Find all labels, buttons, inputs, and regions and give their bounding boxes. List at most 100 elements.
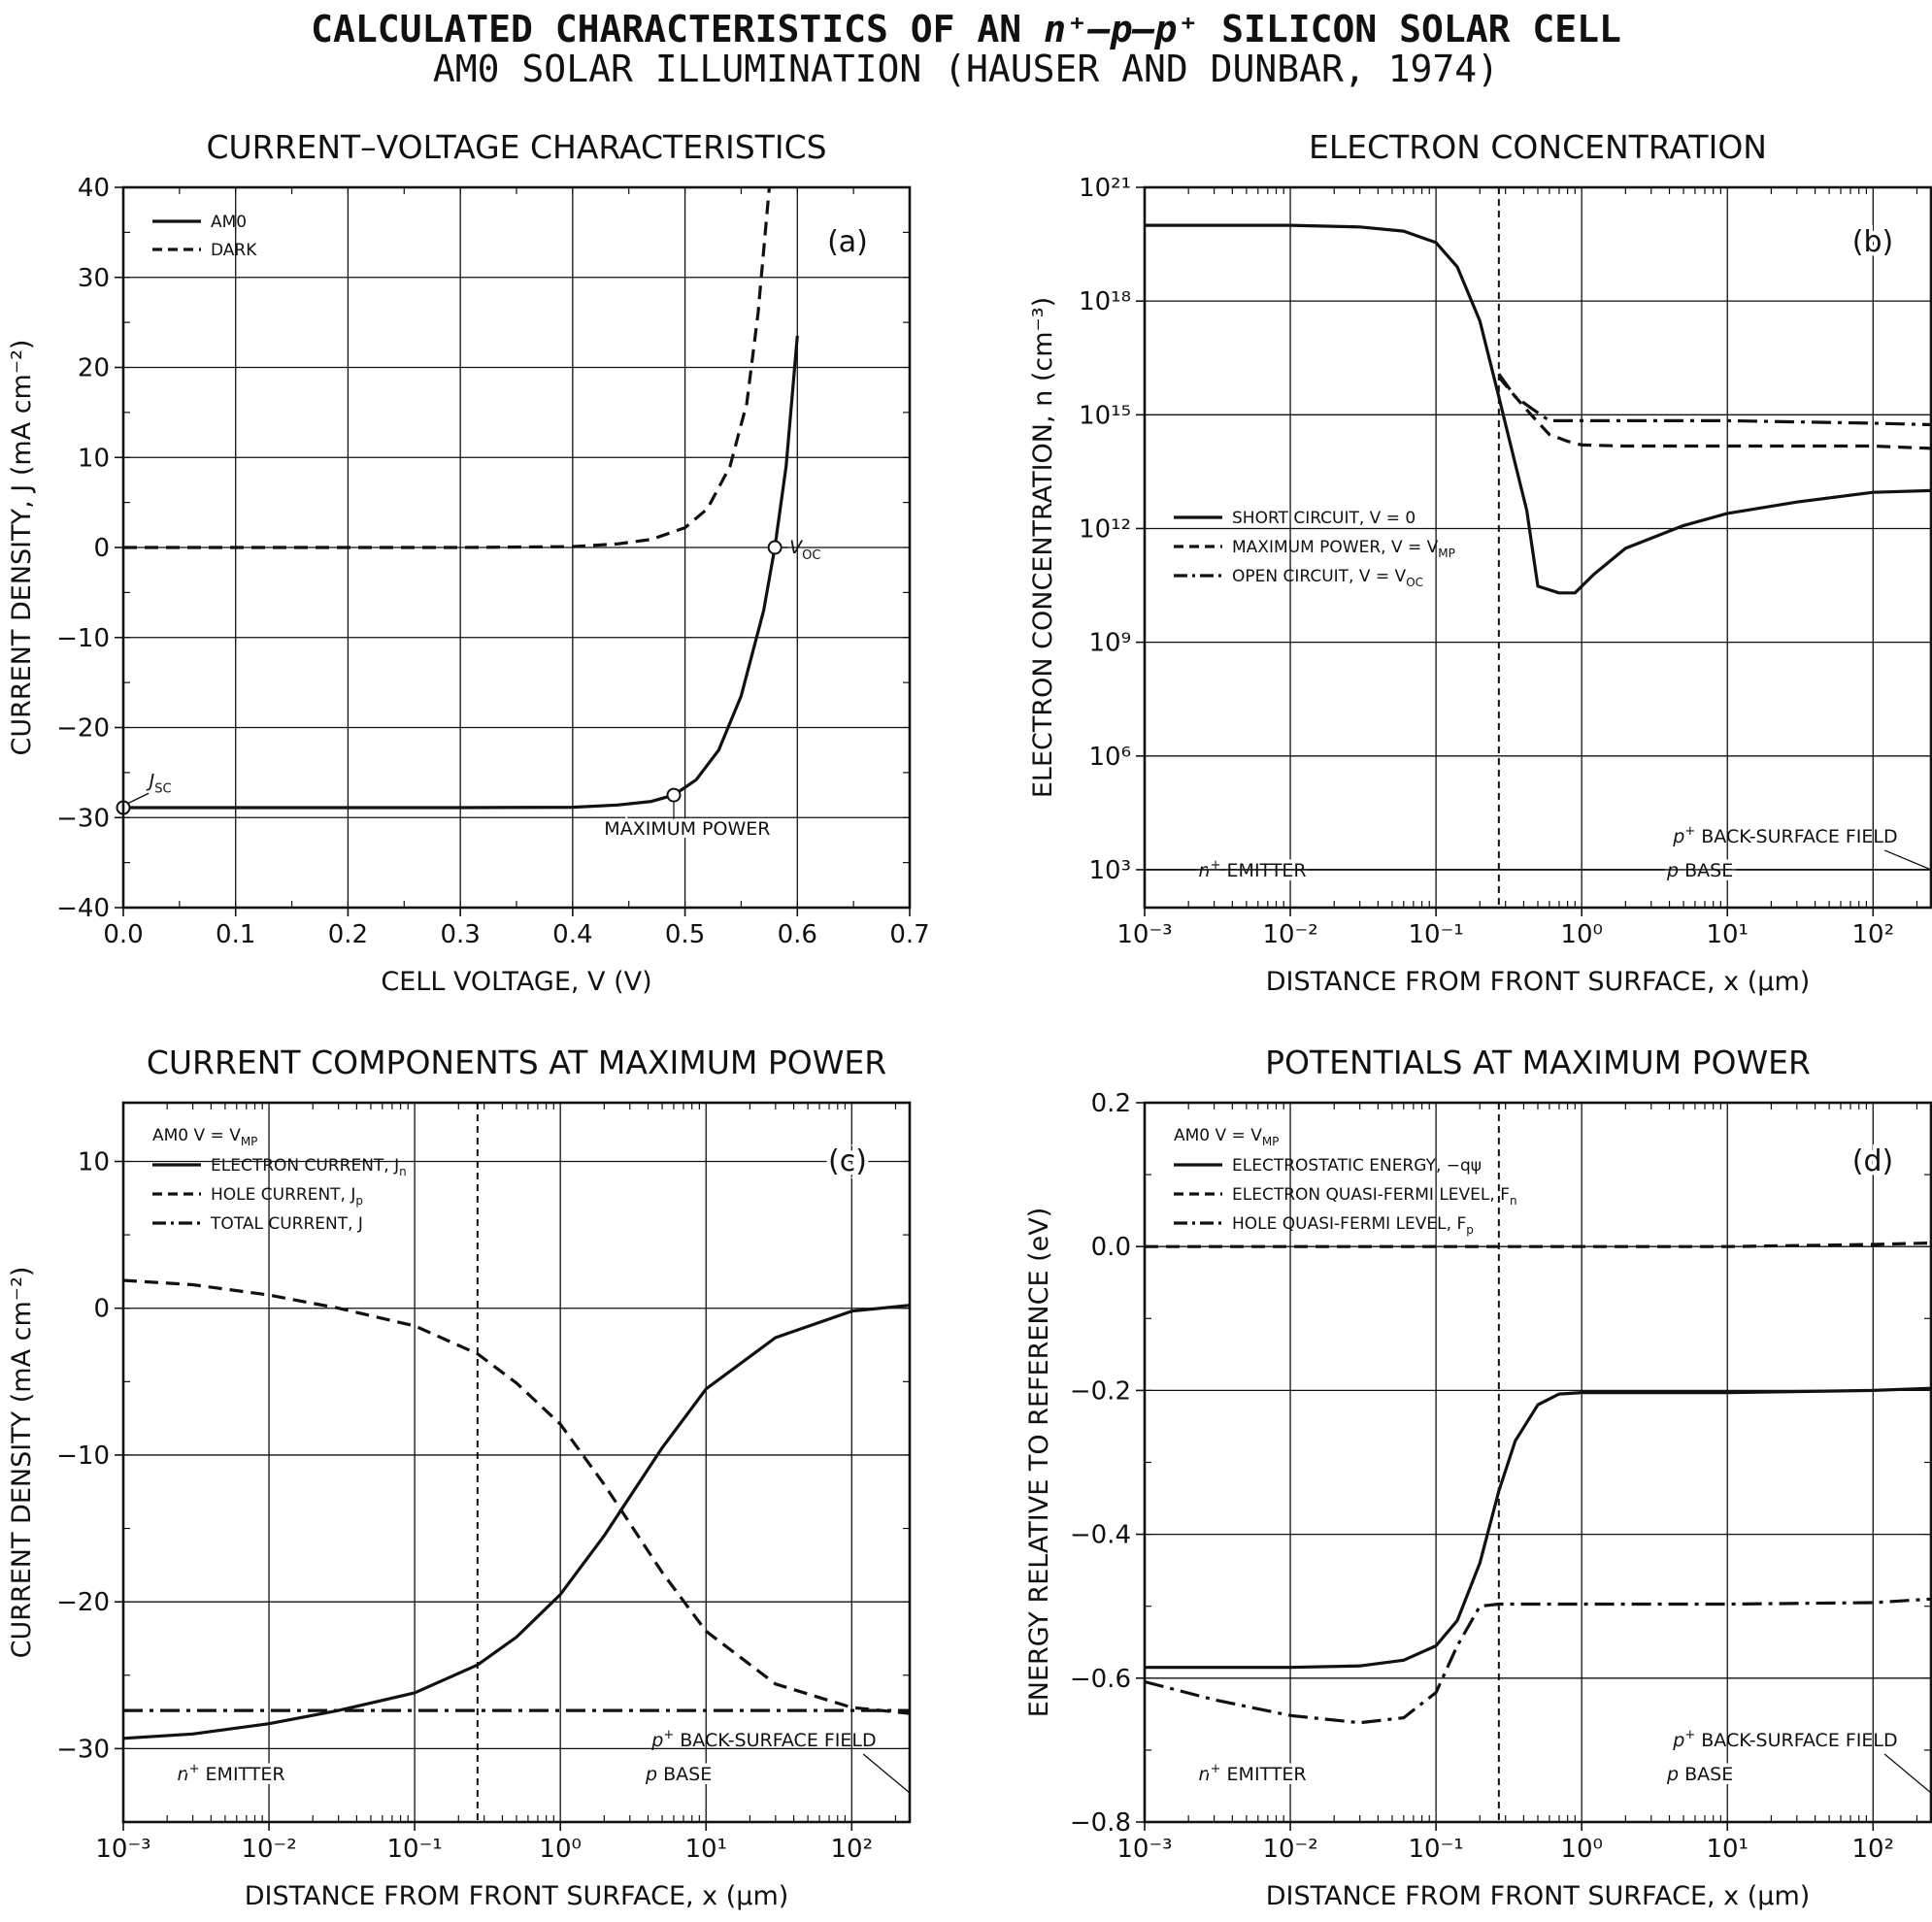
legend-entry: SHORT CIRCUIT, V = 0 (1232, 509, 1416, 528)
figure-title-device: n⁺–p–p⁺ (1044, 8, 1199, 50)
emitter-text: EMITTER (1221, 1764, 1307, 1785)
plot-frame (121, 1101, 912, 1824)
y-tick-label: −0.4 (1070, 1521, 1131, 1550)
bsf-main: p (1672, 1730, 1684, 1751)
emitter-main: n (1199, 1764, 1211, 1785)
legend-entry: OPEN CIRCUIT, V = VOC (1232, 567, 1423, 589)
legend-header-text: AM0 V = V (152, 1126, 241, 1145)
base-main: p (645, 1764, 657, 1785)
panel-label: (d) (1852, 1144, 1893, 1178)
x-tick-label: 0.7 (889, 920, 929, 949)
panel-b: ELECTRON CONCENTRATION 10⁻³ 10⁻² 10⁻¹ 10⁰ 10¹… (1028, 128, 1932, 997)
legend-entry: ELECTRON QUASI-FERMI LEVEL, Fn (1232, 1185, 1517, 1208)
legend-entry-label: HOLE QUASI-FERMI LEVEL, F (1232, 1214, 1466, 1234)
y-tick-label: 30 (78, 264, 110, 293)
bsf-main: p (650, 1730, 663, 1751)
x-axis-label: CELL VOLTAGE, V (V) (381, 967, 651, 997)
x-tick-label: 0.3 (440, 920, 480, 949)
legend: AM0 DARK (152, 213, 257, 260)
legend-entry-label: HOLE CURRENT, J (211, 1185, 355, 1205)
y-axis-label: CURRENT DENSITY, J (mA cm⁻²) (7, 340, 37, 756)
jsc-annotation: JSC (146, 771, 172, 797)
y-tick-label: −20 (56, 1588, 110, 1617)
legend-entry-label: TOTAL CURRENT, J (210, 1214, 363, 1234)
y-tick-label: 10²¹ (1079, 174, 1131, 203)
figure-title-prefix: CALCULATED CHARACTERISTICS OF AN (311, 8, 1044, 50)
legend-entry-label: DARK (211, 241, 257, 260)
bsf-leader (1883, 849, 1932, 871)
series-line-0 (122, 1304, 911, 1740)
x-tick-label: 0.4 (552, 920, 592, 949)
maxp-annotation: MAXIMUM POWER (604, 818, 770, 840)
legend-entry: AM0 (211, 213, 247, 232)
legend-entry-sub: p (355, 1194, 363, 1208)
panel-title: CURRENT COMPONENTS AT MAXIMUM POWER (147, 1044, 886, 1081)
series-line-2 (1144, 1597, 1932, 1725)
legend-entry: ELECTROSTATIC ENERGY, −qψ (1232, 1156, 1482, 1176)
bsf-sup: + (1684, 824, 1695, 839)
y-tick-label: 0 (93, 1295, 110, 1324)
emitter-sup: + (189, 1762, 200, 1776)
x-tick-label: 10⁻¹ (386, 1835, 442, 1864)
panel-title: ELECTRON CONCENTRATION (1309, 128, 1767, 166)
bsf-main: p (1672, 826, 1684, 847)
series-line-1 (122, 1278, 911, 1715)
y-tick-label: 10⁹ (1088, 629, 1131, 658)
legend: SHORT CIRCUIT, V = 0 MAXIMUM POWER, V = V… (1174, 509, 1455, 589)
x-axis-label: DISTANCE FROM FRONT SURFACE, x (μm) (245, 1881, 789, 1911)
series-line-1 (123, 186, 771, 549)
base-text: BASE (657, 1764, 712, 1785)
x-axis-label: DISTANCE FROM FRONT SURFACE, x (μm) (1266, 967, 1811, 997)
panel-label: (c) (828, 1144, 867, 1178)
legend-header: AM0 V = VMP (152, 1126, 257, 1148)
y-tick-label: 10⁶ (1088, 743, 1131, 772)
plot-frame (1143, 185, 1932, 910)
legend-header-text: AM0 V = V (1174, 1126, 1262, 1145)
legend-entry: HOLE QUASI-FERMI LEVEL, Fp (1232, 1214, 1474, 1237)
y-tick-label: 10 (78, 1147, 110, 1176)
x-tick-label: 10¹ (1706, 1835, 1749, 1864)
base-label: p BASE (645, 1764, 712, 1785)
x-tick-label: 10² (831, 1835, 874, 1864)
y-tick-label: −0.6 (1070, 1665, 1131, 1694)
legend-entry-sub: n (1510, 1194, 1517, 1208)
legend-entry-label: AM0 (211, 213, 247, 232)
x-tick-label: 0.0 (103, 920, 143, 949)
emitter-main: n (1199, 860, 1211, 881)
y-tick-label: −30 (56, 804, 110, 833)
x-tick-label: 0.5 (665, 920, 705, 949)
emitter-label: n+ EMITTER (1199, 858, 1307, 881)
x-tick-label: 10² (1852, 920, 1895, 949)
bsf-label: p+ BACK-SURFACE FIELD (1672, 1728, 1897, 1751)
legend-entry-label: SHORT CIRCUIT, V = 0 (1232, 509, 1416, 528)
figure-subtitle: AM0 SOLAR ILLUMINATION (HAUSER AND DUNBA… (433, 48, 1499, 90)
legend-entry-label: MAXIMUM POWER, V = V (1232, 538, 1439, 557)
legend: AM0 V = VMP ELECTRON CURRENT, Jn HOLE CURR… (152, 1126, 407, 1234)
base-label: p BASE (1666, 860, 1733, 881)
panel-d: POTENTIALS AT MAXIMUM POWER 10⁻³ 10⁻² 10⁻¹ 1… (1024, 1044, 1932, 1911)
bsf-text: BACK-SURFACE FIELD (674, 1730, 876, 1751)
y-tick-label: 0 (93, 534, 110, 563)
legend-entry: MAXIMUM POWER, V = VMP (1232, 538, 1455, 560)
y-tick-label: 40 (78, 174, 110, 203)
base-main: p (1666, 1764, 1679, 1785)
x-tick-label: 0.1 (216, 920, 255, 949)
legend-entry-label: ELECTROSTATIC ENERGY, −qψ (1232, 1156, 1482, 1176)
y-axis-label: CURRENT DENSITY (mA cm⁻²) (7, 1267, 37, 1659)
series-line-2 (1497, 373, 1932, 427)
y-tick-label: 20 (78, 354, 110, 383)
plot-frame (1143, 1101, 1932, 1824)
x-tick-label: 10¹ (1706, 920, 1749, 949)
emitter-sup: + (1211, 1762, 1221, 1776)
legend-entry: TOTAL CURRENT, J (210, 1214, 363, 1234)
legend-entry-sub: p (1466, 1223, 1474, 1237)
legend-header: AM0 V = VMP (1174, 1126, 1279, 1148)
panel-c: CURRENT COMPONENTS AT MAXIMUM POWER 10⁻³ 1… (7, 1044, 912, 1911)
emitter-text: EMITTER (200, 1764, 285, 1785)
y-tick-label: 0.0 (1091, 1233, 1131, 1262)
x-tick-label: 10⁻³ (95, 1835, 150, 1864)
x-tick-label: 10⁻³ (1116, 920, 1172, 949)
legend-entry: HOLE CURRENT, Jp (211, 1185, 363, 1208)
jsc-sub: SC (154, 782, 171, 797)
